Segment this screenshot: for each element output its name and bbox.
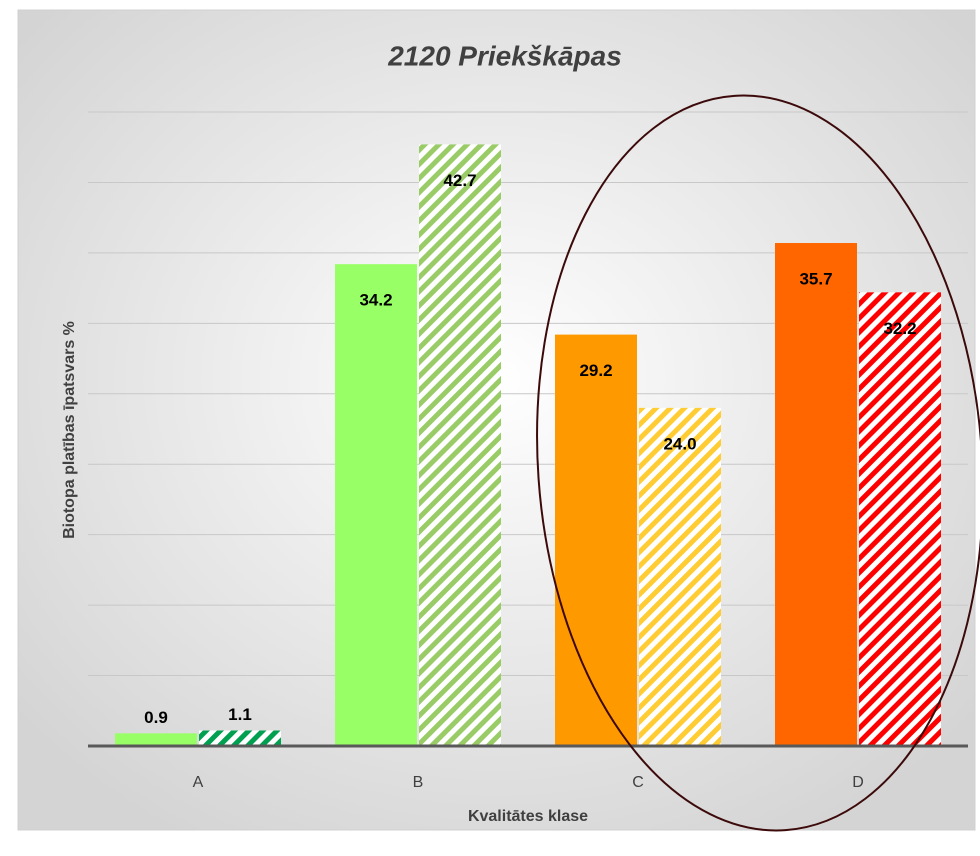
x-tick-label: C [632, 774, 644, 791]
bar [859, 292, 941, 746]
bar [419, 144, 501, 747]
data-label: 0.9 [144, 708, 168, 727]
bar [199, 730, 281, 746]
x-axis-label: Kvalitātes klase [468, 808, 588, 825]
y-axis-label: Biotopa platības īpatsvars % [61, 321, 78, 539]
data-label: 42.7 [443, 171, 476, 190]
data-label: 1.1 [228, 705, 252, 724]
data-label: 32.2 [883, 319, 916, 338]
bar [555, 334, 637, 746]
x-tick-label: A [193, 774, 204, 791]
bar [335, 264, 417, 746]
bar [775, 243, 857, 746]
data-label: 34.2 [359, 291, 392, 310]
chart-title: 2120 Priekškāpas [387, 40, 622, 71]
bar [115, 733, 197, 746]
data-label: 35.7 [799, 270, 832, 289]
x-tick-label: B [413, 774, 424, 791]
x-tick-label: D [852, 774, 864, 791]
bar [639, 407, 721, 746]
data-label: 24.0 [663, 434, 696, 453]
data-label: 29.2 [579, 361, 612, 380]
highlight-ellipse [536, 94, 980, 832]
